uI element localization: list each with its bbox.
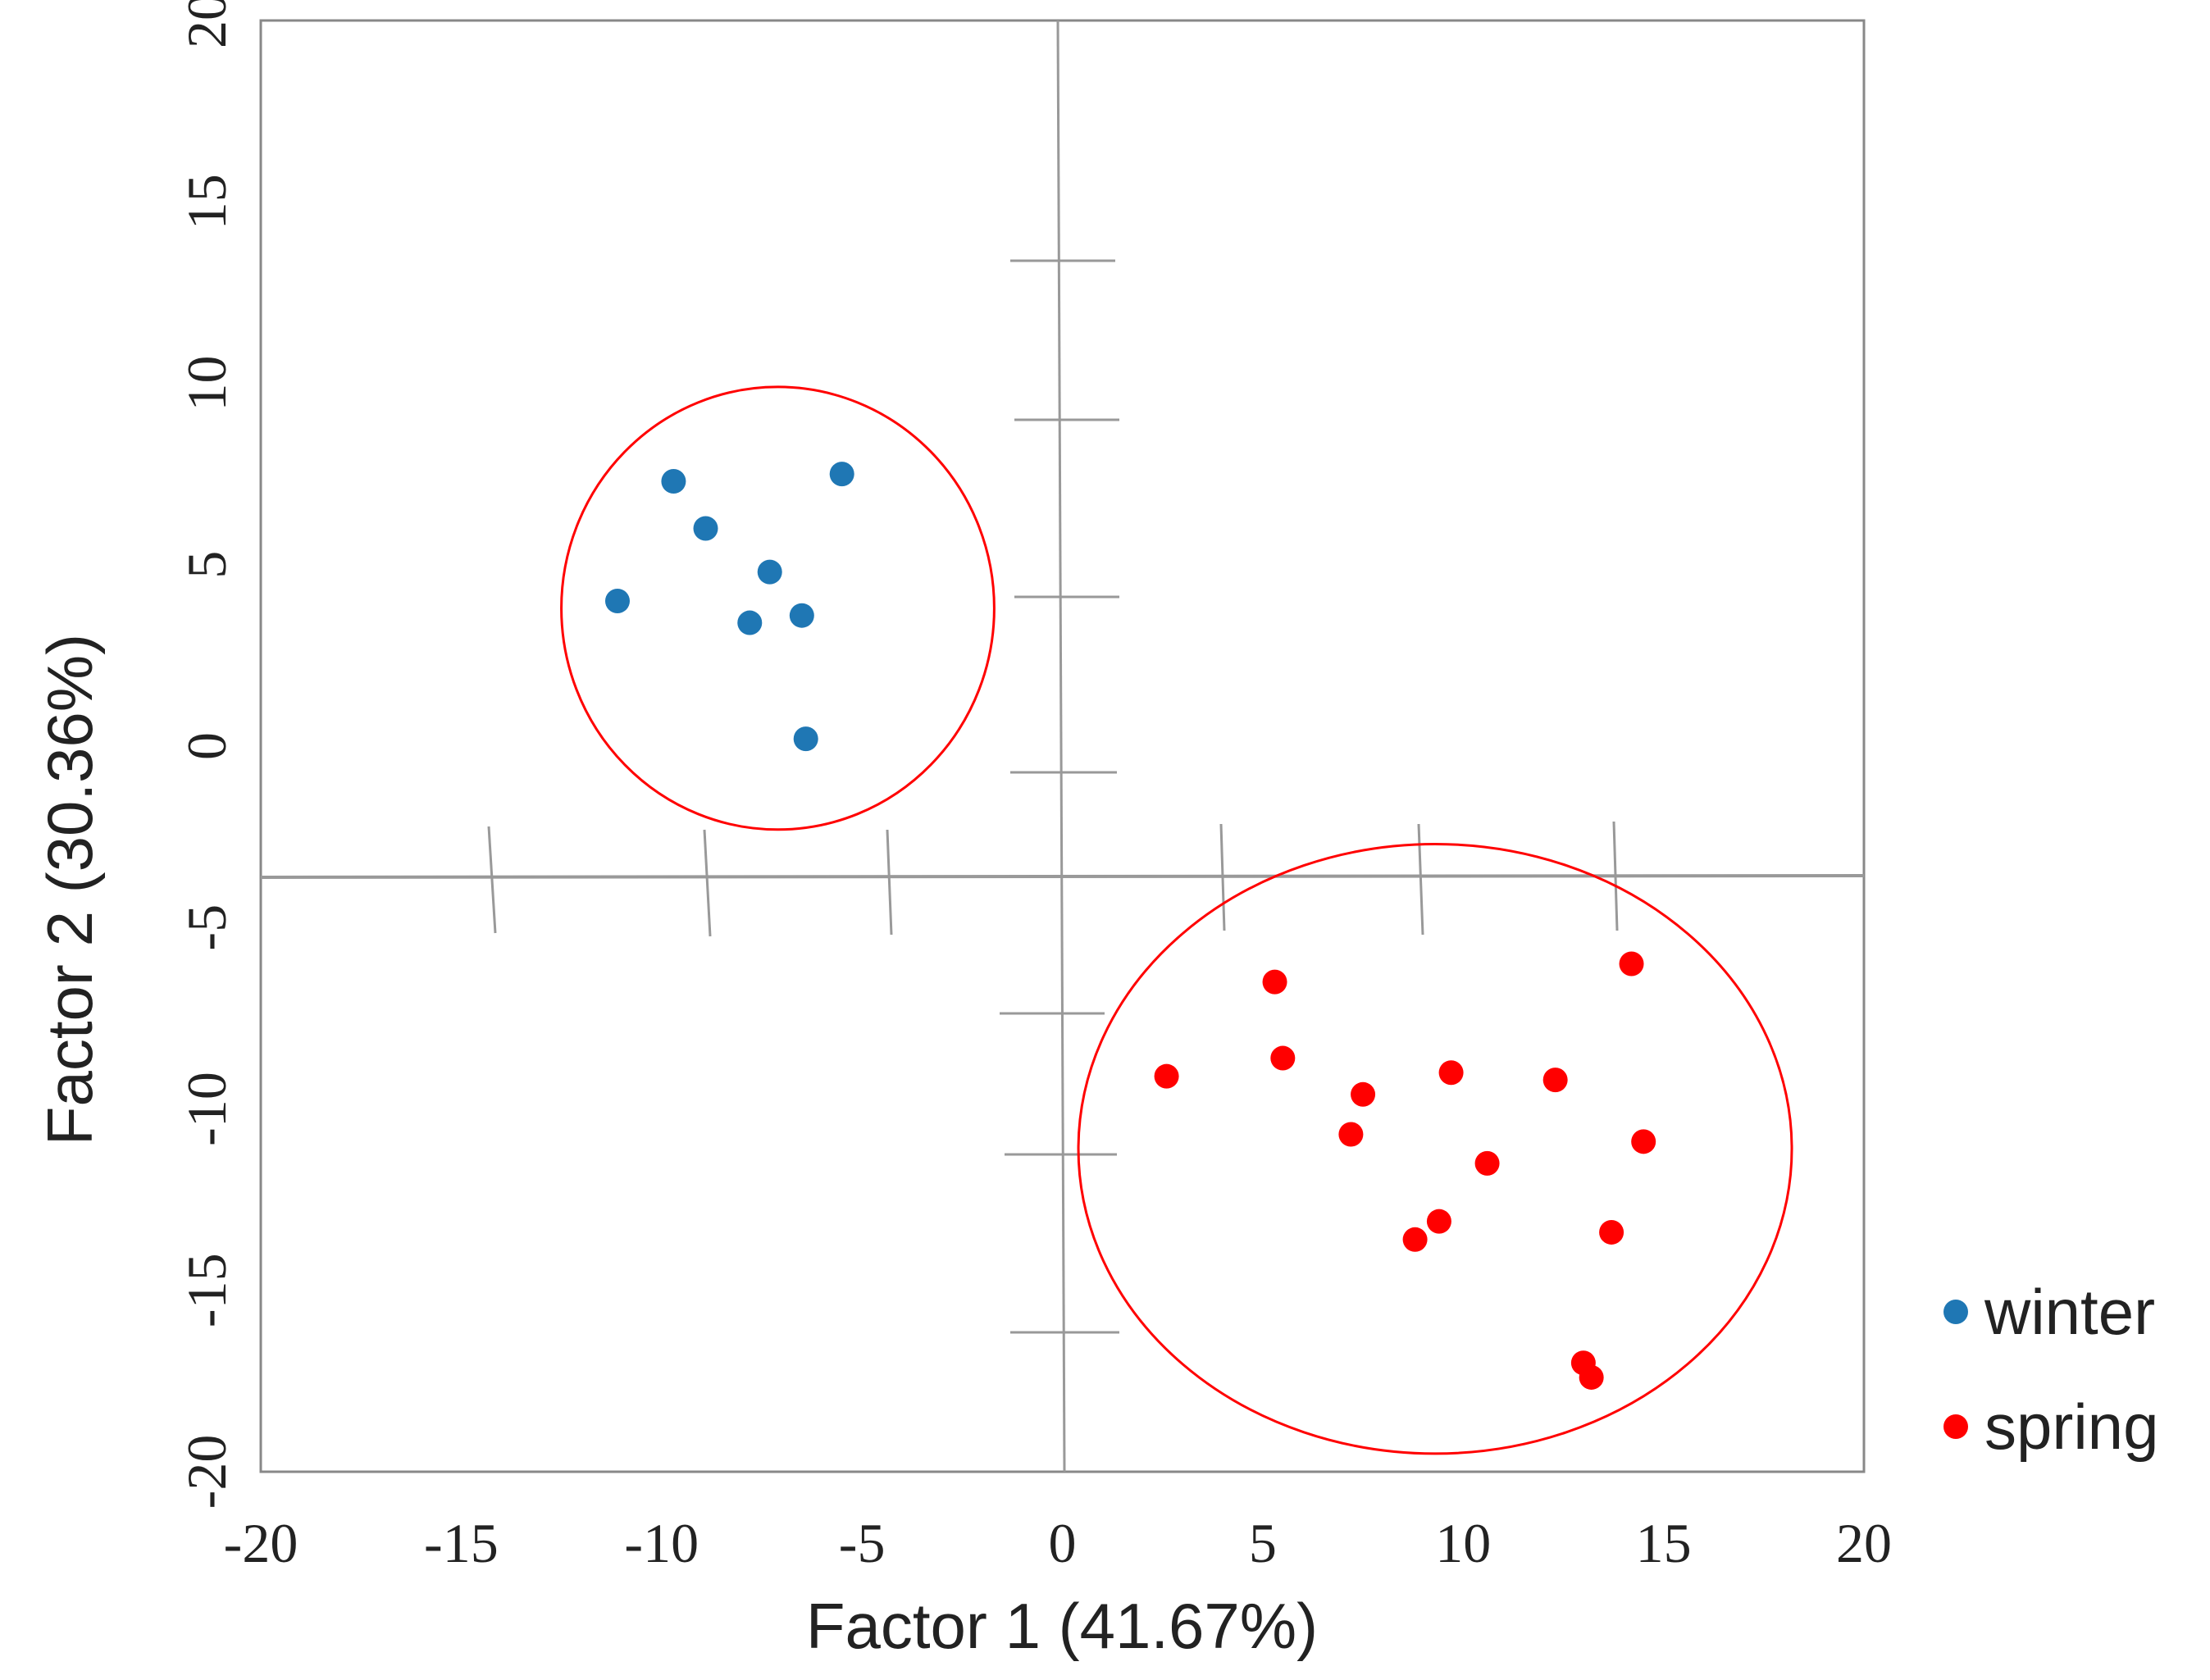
x-axis-title: Factor 1 (41.67%)	[806, 1590, 1318, 1662]
point-spring	[1154, 1063, 1179, 1089]
x-tick-labels: -20 -15 -10 -5 0 5 10 15 20	[224, 1512, 1892, 1574]
inner-y-axis-ticks	[1000, 259, 1119, 1334]
point-spring	[1338, 1122, 1364, 1147]
data-points	[604, 462, 1656, 1390]
x-tick-label: 10	[1435, 1512, 1491, 1574]
point-spring	[1438, 1060, 1464, 1086]
inner-x-tick	[1417, 823, 1424, 936]
inner-x-tick	[703, 829, 712, 937]
x-tick-label: -10	[624, 1512, 699, 1574]
y-tick-label: -15	[175, 1253, 238, 1327]
point-winter	[789, 603, 814, 628]
y-tick-label: -10	[175, 1072, 238, 1146]
y-tick-label: -20	[175, 1435, 238, 1509]
y-tick-label: -5	[175, 904, 238, 951]
y-tick-label: 5	[175, 551, 238, 579]
point-spring	[1474, 1150, 1500, 1176]
legend-label-spring: spring	[1984, 1391, 2158, 1463]
inner-x-tick	[487, 826, 497, 934]
x-tick-label: 20	[1836, 1512, 1892, 1574]
legend-marker-winter	[1943, 1300, 1968, 1324]
x-tick-label: -15	[424, 1512, 499, 1574]
point-winter	[793, 726, 818, 752]
point-winter	[829, 462, 854, 487]
y-tick-label: 10	[175, 356, 238, 412]
point-spring	[1426, 1209, 1451, 1234]
x-tick-label: 5	[1249, 1512, 1277, 1574]
x-tick-label: 0	[1049, 1512, 1077, 1574]
x-tick-label: -20	[224, 1512, 298, 1574]
legend-marker-spring	[1943, 1414, 1968, 1439]
inner-x-tick	[1219, 823, 1226, 931]
point-spring	[1619, 951, 1644, 977]
point-winter	[737, 610, 763, 635]
legend: winter spring	[1943, 1276, 2158, 1463]
inner-x-tick	[886, 829, 893, 936]
inner-y-axis	[1056, 20, 1066, 1473]
y-axis-title: Factor 2 (30.36%)	[34, 634, 106, 1145]
point-winter	[661, 468, 686, 494]
y-tick-label: 0	[175, 732, 238, 760]
point-winter	[604, 589, 630, 613]
point-spring	[1599, 1219, 1624, 1245]
x-tick-label: 15	[1636, 1512, 1692, 1574]
y-tick-label: 15	[175, 174, 238, 230]
point-spring	[1262, 969, 1287, 995]
y-tick-labels: -20 -15 -10 -5 0 5 10 15 20	[175, 0, 238, 1509]
x-tick-label: -5	[839, 1512, 886, 1574]
point-spring	[1542, 1068, 1568, 1093]
point-spring	[1579, 1364, 1604, 1390]
inner-x-tick	[1612, 821, 1619, 931]
point-spring	[1270, 1045, 1296, 1071]
point-spring	[1402, 1227, 1428, 1252]
point-spring	[1351, 1081, 1376, 1107]
point-winter	[693, 516, 718, 541]
point-winter	[757, 559, 782, 585]
legend-label-winter: winter	[1984, 1276, 2155, 1348]
inner-x-axis-ticks	[487, 821, 1619, 937]
y-tick-label: 20	[175, 0, 238, 48]
group-ellipses	[560, 385, 1793, 1455]
point-spring	[1631, 1129, 1656, 1154]
ellipse-spring	[1077, 842, 1793, 1455]
ellipse-winter	[560, 385, 996, 831]
